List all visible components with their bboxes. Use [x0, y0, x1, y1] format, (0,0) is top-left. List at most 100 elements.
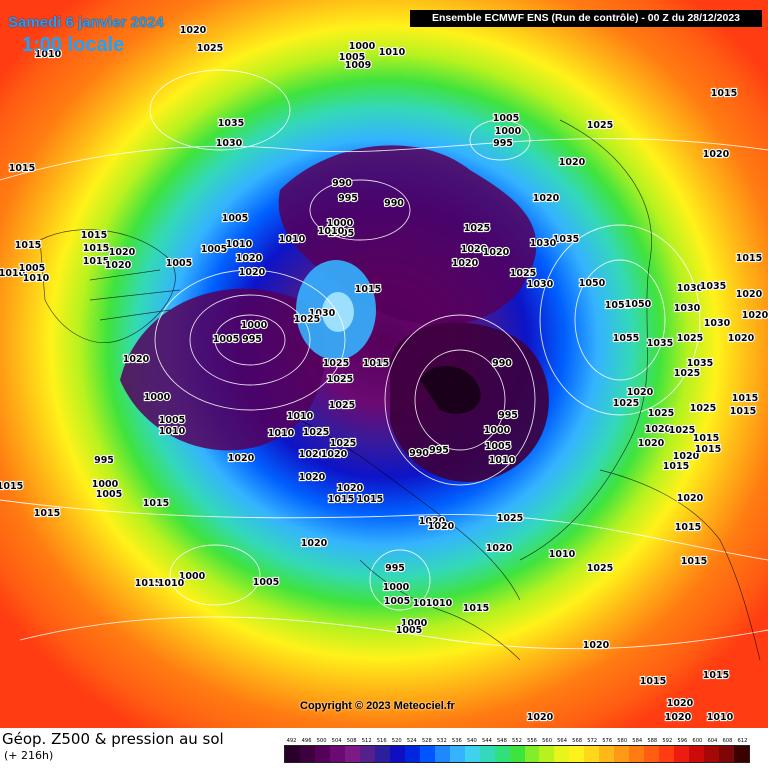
pressure-label: 1000: [241, 320, 268, 331]
pressure-label: 1025: [329, 400, 355, 411]
pressure-label: 1025: [690, 403, 716, 414]
pressure-label: 1015: [732, 393, 758, 404]
pressure-label: 1015: [681, 556, 707, 567]
pressure-label: 1020: [677, 493, 704, 504]
pressure-label: 1020: [461, 244, 488, 255]
pressure-label: 1009: [345, 60, 371, 71]
legend-value: 520: [391, 738, 402, 744]
pressure-label: 1035: [553, 234, 579, 245]
pressure-label: 1020: [703, 149, 730, 160]
legend-value: 536: [451, 738, 462, 744]
pressure-label: 1000: [495, 126, 522, 137]
pressure-label: 1020: [583, 640, 610, 651]
legend-swatch: [389, 746, 405, 762]
pressure-label: 1005: [201, 244, 227, 255]
pressure-label: 1020: [728, 333, 755, 344]
pressure-label: 1020: [419, 516, 446, 527]
legend-swatch: [314, 746, 330, 762]
pressure-label: 1010: [489, 455, 516, 466]
legend-value: 528: [421, 738, 432, 744]
legend-value: 584: [632, 738, 643, 744]
pressure-label: 1020: [533, 193, 560, 204]
pressure-label: 1030: [677, 283, 704, 294]
legend-swatch: [539, 746, 555, 762]
pressure-label: 1030: [704, 318, 731, 329]
pressure-label: 1025: [669, 425, 695, 436]
pressure-label: 1020: [559, 157, 586, 168]
pressure-label: 1015: [675, 522, 701, 533]
pressure-label: 1015: [711, 88, 737, 99]
pressure-label: 1025: [510, 268, 536, 279]
legend-colorbar: [284, 745, 750, 763]
pressure-label: 1025: [464, 223, 490, 234]
pressure-label: 995: [385, 563, 405, 574]
pressure-label: 1010: [379, 47, 406, 58]
pressure-label: 1020: [228, 453, 255, 464]
pressure-label: 1000: [401, 618, 428, 629]
legend-value: 524: [406, 738, 417, 744]
pressure-label: 995: [493, 138, 513, 149]
legend-labels: 492 496 500 504 508 512 516 520 524 528 532 536 540 5…: [284, 737, 750, 745]
legend-value: 588: [647, 738, 658, 744]
pressure-label: 1020: [321, 449, 348, 460]
pressure-label: 1000: [383, 582, 410, 593]
pressure-label: 1015: [695, 444, 721, 455]
pressure-label: 1005: [384, 596, 410, 607]
pressure-label: 1025: [294, 314, 320, 325]
pressure-label: 1010: [549, 549, 576, 560]
pressure-label: 1025: [587, 120, 613, 131]
legend-swatch: [509, 746, 525, 762]
pressure-label: 1010: [426, 598, 453, 609]
pressure-label: 1010: [268, 428, 295, 439]
pressure-label: 1020: [299, 472, 326, 483]
legend-swatch: [494, 746, 510, 762]
pressure-label: 1020: [236, 253, 263, 264]
pressure-label: 1025: [677, 333, 703, 344]
pressure-label: 1025: [648, 408, 674, 419]
legend-swatch: [464, 746, 480, 762]
pressure-label: 1020: [645, 424, 672, 435]
pressure-label: 1000: [484, 425, 511, 436]
pressure-label: 995: [429, 445, 449, 456]
legend-value: 560: [542, 738, 552, 744]
local-time-title: 1:00 locale: [22, 34, 125, 56]
legend-swatch: [344, 746, 360, 762]
pressure-label: 1035: [218, 118, 244, 129]
pressure-label: 1020: [239, 267, 266, 278]
map-title: Géop. Z500 & pression au sol: [2, 730, 224, 748]
legend-swatch: [449, 746, 465, 762]
pressure-label: 1000: [349, 41, 376, 52]
legend-value: 532: [436, 738, 447, 744]
legend-swatch: [404, 746, 420, 762]
pressure-label: 1015: [0, 481, 23, 492]
legend-swatch: [659, 746, 675, 762]
pressure-label: 995: [242, 334, 262, 345]
legend-value: 608: [722, 738, 733, 744]
legend-swatch: [479, 746, 495, 762]
legend-swatch: [644, 746, 660, 762]
pressure-label: 1025: [327, 374, 353, 385]
color-legend: 492 496 500 504 508 512 516 520 524 528 532 536 540 5…: [284, 737, 750, 763]
pressure-label: 1020: [109, 247, 136, 258]
pressure-label: 1005: [339, 52, 365, 63]
pressure-label: 1015: [736, 253, 762, 264]
pressure-label: 1020: [301, 538, 328, 549]
pressure-label: 1035: [687, 358, 713, 369]
pressure-label: 1005: [166, 258, 192, 269]
legend-value: 580: [617, 738, 628, 744]
legend-swatch: [689, 746, 705, 762]
pressure-label: 1025: [497, 513, 523, 524]
pressure-label: 1015: [143, 498, 169, 509]
pressure-label: 1015: [81, 230, 107, 241]
pressure-label: 1035: [700, 281, 726, 292]
legend-value: 572: [587, 738, 598, 744]
pressure-label: 990: [332, 178, 352, 189]
pressure-label: 1005: [485, 441, 511, 452]
pressure-label: 1020: [123, 354, 150, 365]
pressure-label: 1020: [667, 698, 694, 709]
pressure-label: 1005: [253, 577, 279, 588]
legend-swatch: [285, 746, 300, 762]
pressure-label: 1015: [730, 406, 756, 417]
pressure-label: 1000: [327, 218, 354, 229]
